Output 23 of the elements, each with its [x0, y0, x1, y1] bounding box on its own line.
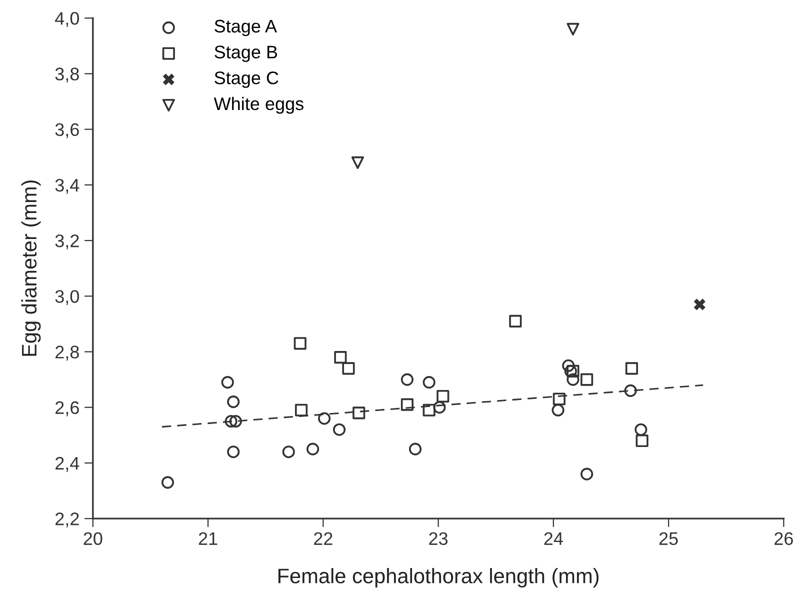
y-axis-title: Egg diameter (mm) — [21, 180, 41, 356]
y-tick-label: 2,6 — [56, 401, 79, 416]
y-tick-label: 4,0 — [55, 12, 79, 27]
x-tick-label: 20 — [84, 532, 102, 546]
x-tick-label: 24 — [544, 532, 563, 545]
y-tick-label: 2,2 — [56, 512, 79, 528]
y-tick-label: 3,4 — [55, 178, 80, 194]
y-tick-label: 3,8 — [55, 68, 79, 83]
y-tick-label: 2,8 — [56, 346, 79, 361]
y-tick-label: 2,4 — [56, 456, 80, 472]
legend-label: Stage B — [214, 46, 278, 62]
x-axis-title: Female cephalothorax length (mm) — [278, 568, 599, 588]
x-tick-label: 26 — [774, 532, 793, 546]
x-tick-label: 25 — [659, 532, 678, 546]
x-tick-label: 22 — [314, 532, 332, 545]
y-tick-label: 3,0 — [55, 290, 79, 305]
x-tick-label: 21 — [198, 532, 218, 545]
y-tick-label: 3,2 — [55, 234, 79, 250]
legend-label: Stage A — [214, 20, 278, 36]
x-tick-label: 23 — [429, 532, 448, 546]
legend-label: Stage C — [214, 72, 278, 88]
y-tick-label: 3,6 — [55, 123, 79, 138]
legend-label: White eggs — [214, 96, 304, 114]
